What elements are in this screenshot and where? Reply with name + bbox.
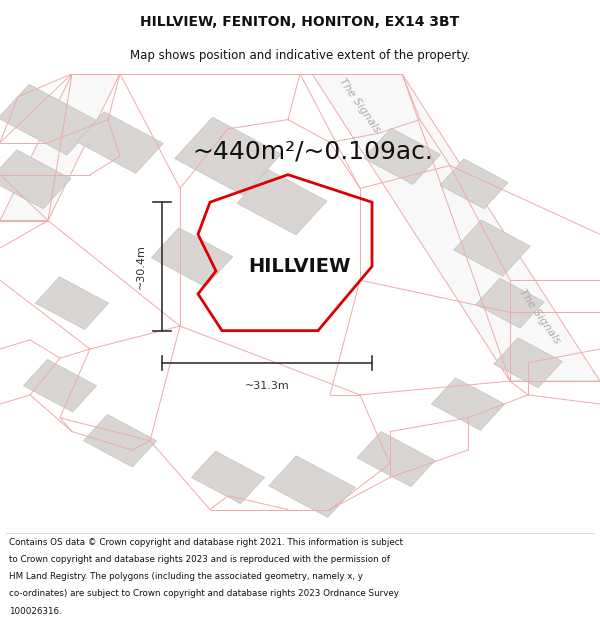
Text: ~30.4m: ~30.4m	[136, 244, 146, 289]
Polygon shape	[175, 118, 281, 196]
Text: The Signals: The Signals	[517, 288, 563, 346]
Polygon shape	[237, 169, 327, 235]
Polygon shape	[357, 431, 435, 487]
Text: 100026316.: 100026316.	[9, 606, 62, 616]
Text: ~440m²/~0.109ac.: ~440m²/~0.109ac.	[192, 140, 433, 164]
Polygon shape	[476, 278, 544, 328]
Polygon shape	[151, 228, 233, 287]
Polygon shape	[35, 277, 109, 329]
Polygon shape	[269, 456, 355, 518]
Polygon shape	[83, 414, 157, 467]
Polygon shape	[0, 84, 98, 155]
Text: Contains OS data © Crown copyright and database right 2021. This information is : Contains OS data © Crown copyright and d…	[9, 538, 403, 547]
Text: Map shows position and indicative extent of the property.: Map shows position and indicative extent…	[130, 49, 470, 62]
Polygon shape	[364, 128, 440, 184]
Polygon shape	[0, 150, 71, 209]
Polygon shape	[494, 338, 562, 388]
Polygon shape	[23, 359, 97, 412]
Polygon shape	[440, 159, 508, 209]
Polygon shape	[77, 112, 163, 173]
Text: to Crown copyright and database rights 2023 and is reproduced with the permissio: to Crown copyright and database rights 2…	[9, 555, 390, 564]
Polygon shape	[0, 74, 120, 221]
Text: HILLVIEW, FENITON, HONITON, EX14 3BT: HILLVIEW, FENITON, HONITON, EX14 3BT	[140, 15, 460, 29]
Text: HILLVIEW: HILLVIEW	[249, 257, 351, 276]
Text: The Signals: The Signals	[337, 77, 383, 135]
Polygon shape	[431, 378, 505, 431]
Polygon shape	[454, 220, 530, 276]
Polygon shape	[191, 451, 265, 504]
Text: co-ordinates) are subject to Crown copyright and database rights 2023 Ordnance S: co-ordinates) are subject to Crown copyr…	[9, 589, 399, 598]
Text: HM Land Registry. The polygons (including the associated geometry, namely x, y: HM Land Registry. The polygons (includin…	[9, 572, 363, 581]
Polygon shape	[312, 74, 600, 381]
Text: ~31.3m: ~31.3m	[245, 381, 289, 391]
